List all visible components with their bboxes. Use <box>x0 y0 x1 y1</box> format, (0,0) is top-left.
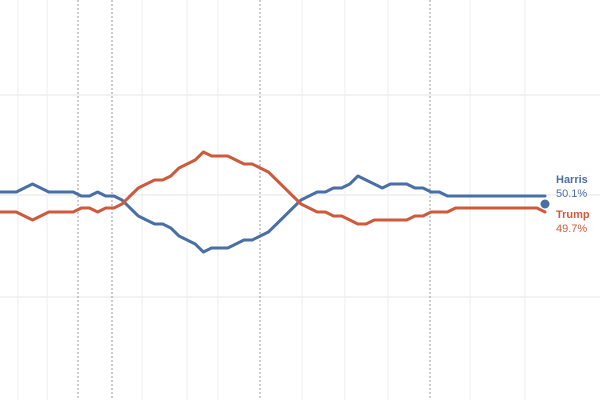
series-lines <box>0 150 550 254</box>
trump-end-value: 49.7% <box>556 223 587 235</box>
trump-end-name: Trump <box>556 209 590 221</box>
end-point-dot <box>540 199 550 209</box>
harris-end-name: Harris <box>556 174 588 186</box>
vertical-gridlines <box>17 0 526 400</box>
harris-series-line <box>0 174 547 254</box>
end-labels: Harris 50.1% Trump 49.7% <box>556 174 590 235</box>
harris-end-value: 50.1% <box>556 188 587 200</box>
event-marker-lines <box>77 0 431 400</box>
trump-series-line <box>0 150 547 226</box>
